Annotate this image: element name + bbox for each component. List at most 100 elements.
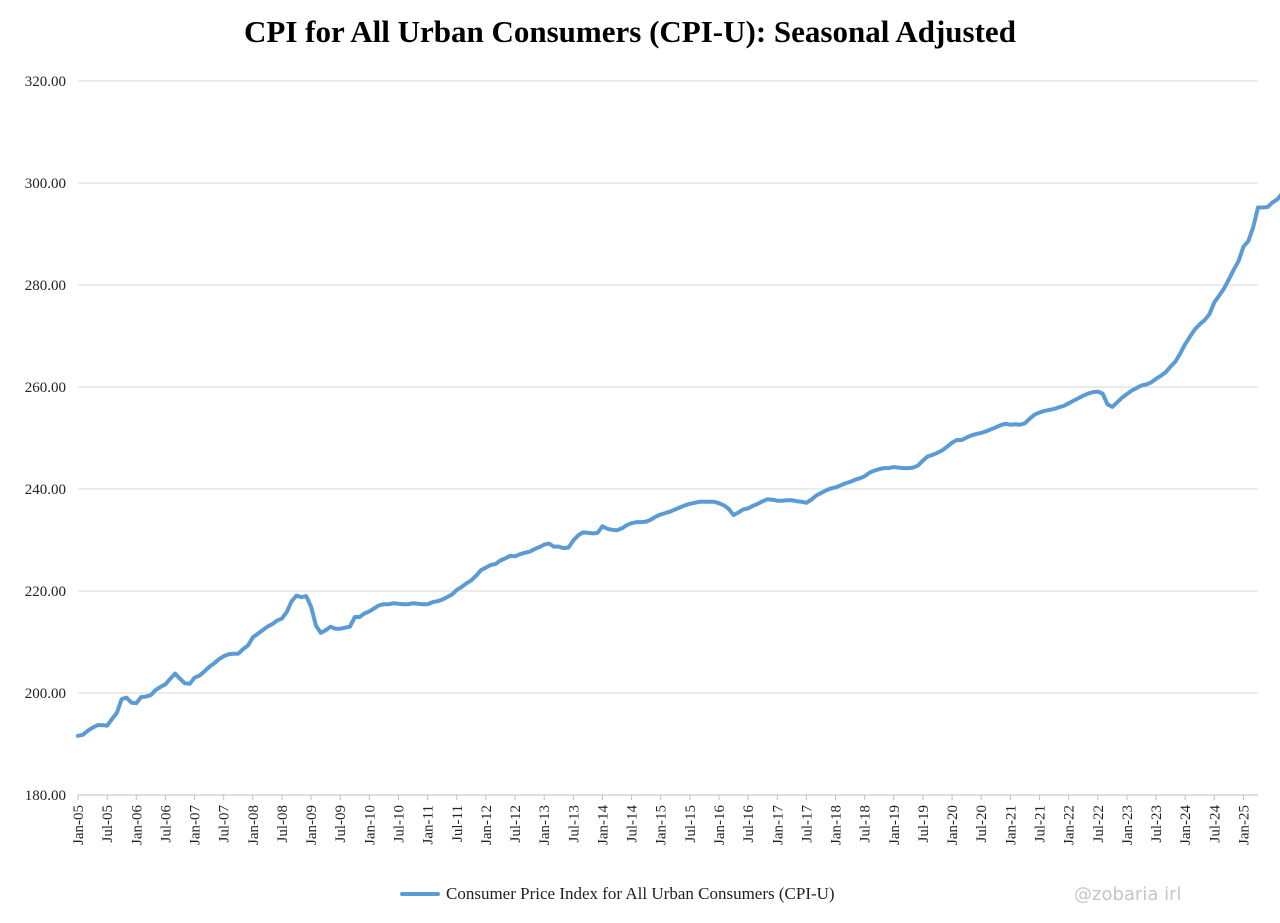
data-point bbox=[756, 502, 760, 506]
data-point bbox=[222, 654, 226, 658]
data-point bbox=[732, 513, 736, 517]
data-point bbox=[965, 435, 969, 439]
data-point bbox=[309, 605, 313, 609]
data-point bbox=[197, 674, 201, 678]
x-tick-label: Jan-19 bbox=[887, 805, 903, 845]
data-point bbox=[1033, 413, 1037, 417]
data-point bbox=[766, 497, 770, 501]
data-point bbox=[227, 652, 231, 656]
data-point bbox=[139, 695, 143, 699]
data-point bbox=[688, 502, 692, 506]
data-point bbox=[1256, 205, 1260, 209]
data-point bbox=[280, 617, 284, 621]
data-point bbox=[1188, 335, 1192, 339]
data-point bbox=[314, 624, 318, 628]
data-point bbox=[576, 533, 580, 537]
data-point bbox=[450, 593, 454, 597]
x-axis-tick-labels: Jan-05 Jul-05 Jan-06 Jul-06 Jan-07 Jul-07 Jan-… bbox=[71, 805, 1252, 846]
data-point bbox=[1275, 197, 1279, 201]
data-point bbox=[129, 701, 133, 705]
data-point bbox=[683, 503, 687, 507]
data-point bbox=[168, 677, 172, 681]
x-tick-label: Jan-14 bbox=[595, 805, 611, 845]
data-point bbox=[329, 625, 333, 629]
data-point bbox=[1081, 394, 1085, 398]
data-point bbox=[275, 619, 279, 623]
data-point bbox=[1154, 377, 1158, 381]
legend-swatch bbox=[400, 892, 440, 896]
data-point bbox=[270, 622, 274, 626]
data-point bbox=[324, 628, 328, 632]
data-point bbox=[193, 676, 197, 680]
x-tick-label: Jan-21 bbox=[1003, 805, 1019, 845]
data-point bbox=[940, 448, 944, 452]
axes bbox=[77, 794, 1258, 800]
x-tick-label: Jul-18 bbox=[858, 805, 874, 843]
y-axis-tick-labels: 180.00 200.00 220.00 240.00 260.00 280.00 300.… bbox=[25, 74, 66, 804]
data-point bbox=[498, 558, 502, 562]
data-point bbox=[872, 469, 876, 473]
data-point bbox=[460, 585, 464, 589]
data-point bbox=[814, 494, 818, 498]
data-point bbox=[178, 677, 182, 681]
data-point bbox=[183, 681, 187, 685]
data-point bbox=[319, 631, 323, 635]
data-point bbox=[217, 657, 221, 661]
data-point bbox=[1173, 360, 1177, 364]
data-point bbox=[950, 441, 954, 445]
data-point bbox=[804, 501, 808, 505]
data-point bbox=[421, 602, 425, 606]
data-point bbox=[1125, 392, 1129, 396]
data-point bbox=[945, 445, 949, 449]
x-tick-label: Jul-19 bbox=[916, 805, 932, 843]
data-point bbox=[1110, 405, 1114, 409]
data-point bbox=[1251, 225, 1255, 229]
series-layer bbox=[76, 192, 1280, 738]
data-point bbox=[853, 478, 857, 482]
data-point bbox=[1149, 380, 1153, 384]
data-point bbox=[596, 531, 600, 535]
data-point bbox=[770, 498, 774, 502]
data-point bbox=[100, 723, 104, 727]
data-point bbox=[1198, 322, 1202, 326]
data-point bbox=[91, 726, 95, 730]
data-point bbox=[605, 527, 609, 531]
data-point bbox=[610, 528, 614, 532]
y-tick-label: 220.00 bbox=[25, 584, 66, 600]
data-point bbox=[902, 466, 906, 470]
x-tick-label: Jan-22 bbox=[1062, 805, 1078, 845]
data-point bbox=[936, 451, 940, 455]
data-point bbox=[581, 530, 585, 534]
data-point bbox=[81, 733, 85, 737]
x-tick-label: Jul-13 bbox=[566, 805, 582, 843]
data-point bbox=[1086, 392, 1090, 396]
y-tick-label: 260.00 bbox=[25, 380, 66, 396]
x-tick-label: Jul-22 bbox=[1091, 805, 1107, 843]
data-point bbox=[698, 500, 702, 504]
data-point bbox=[630, 521, 634, 525]
x-tick-label: Jan-07 bbox=[188, 805, 204, 845]
data-point bbox=[353, 615, 357, 619]
data-point bbox=[430, 600, 434, 604]
x-tick-label: Jul-16 bbox=[741, 805, 757, 843]
data-point bbox=[1105, 402, 1109, 406]
data-point bbox=[649, 518, 653, 522]
data-point bbox=[455, 588, 459, 592]
data-point bbox=[620, 526, 624, 530]
data-point bbox=[333, 627, 337, 631]
data-point bbox=[751, 504, 755, 508]
data-point bbox=[207, 665, 211, 669]
x-tick-label: Jan-06 bbox=[129, 805, 145, 845]
x-tick-label: Jul-05 bbox=[100, 805, 116, 843]
x-tick-label: Jan-24 bbox=[1178, 805, 1194, 845]
data-point bbox=[1232, 268, 1236, 272]
data-point bbox=[1261, 205, 1265, 209]
data-point bbox=[76, 734, 80, 738]
data-point bbox=[144, 695, 148, 699]
data-point bbox=[518, 552, 522, 556]
data-point bbox=[1018, 423, 1022, 427]
data-point bbox=[1028, 417, 1032, 421]
data-point bbox=[426, 602, 430, 606]
data-point bbox=[1062, 404, 1066, 408]
x-tick-label: Jul-14 bbox=[625, 805, 641, 843]
